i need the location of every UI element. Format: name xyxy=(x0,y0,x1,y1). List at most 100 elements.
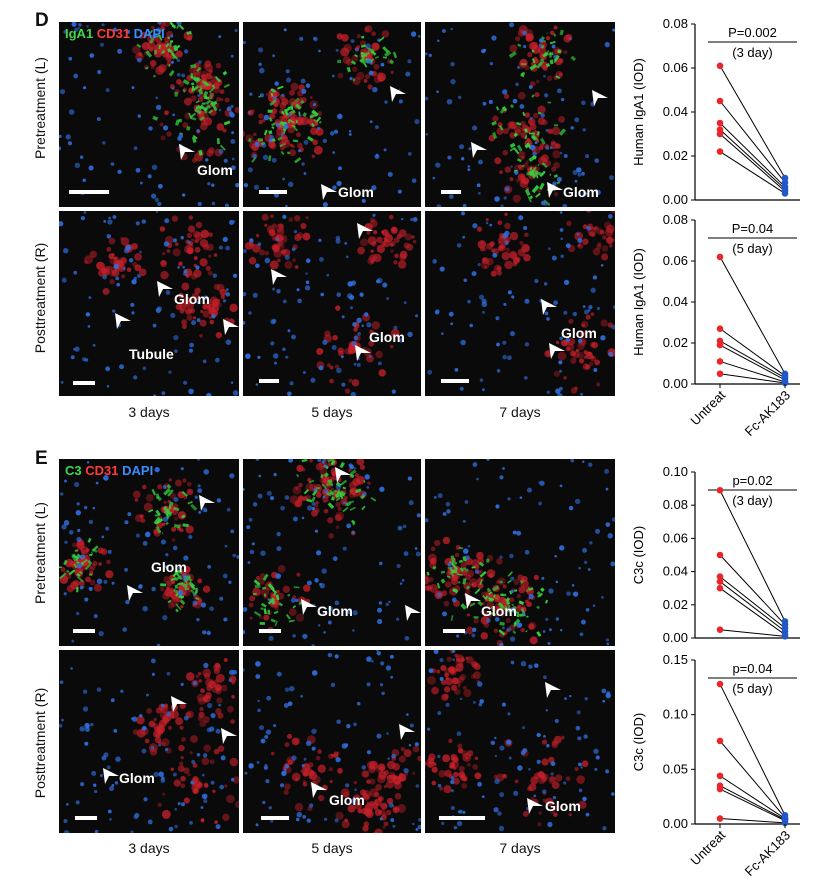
arrowhead-icon xyxy=(543,680,563,700)
pair-line xyxy=(720,134,785,191)
y-tick-label: 0.00 xyxy=(663,376,688,391)
scale-bar xyxy=(69,190,109,194)
arrowhead-icon xyxy=(269,267,289,287)
pair-line xyxy=(720,819,785,823)
arrowhead-icon xyxy=(397,722,417,742)
day-sub-label: (3 day) xyxy=(732,493,772,508)
stain-legend: C3 CD31 DAPI xyxy=(65,463,153,478)
y-tick-label: 0.05 xyxy=(663,761,688,776)
pair-line xyxy=(720,101,785,182)
y-axis-label: Human IgA1 (IOD) xyxy=(631,248,646,356)
glom-label: Glom xyxy=(563,184,599,200)
micrograph-d-pre-5day: Glom xyxy=(243,22,421,207)
pair-line xyxy=(720,66,785,178)
p-value-label: p=0.02 xyxy=(732,473,772,488)
y-axis-label: Human IgA1 (IOD) xyxy=(631,58,646,166)
arrowhead-icon xyxy=(403,603,421,623)
y-tick-label: 0.10 xyxy=(663,707,688,722)
glom-label: Glom xyxy=(561,325,597,341)
arrowhead-icon xyxy=(547,341,567,361)
micrograph-e-post-5day: Glom xyxy=(243,650,421,833)
stain-legend: IgA1 CD31 DAPI xyxy=(65,26,165,41)
scale-bar xyxy=(259,190,287,194)
pair-line xyxy=(720,789,785,821)
arrowhead-icon xyxy=(388,84,408,104)
y-tick-label: 0.00 xyxy=(663,816,688,831)
x-category-label: Fc-AK183 xyxy=(742,828,793,879)
y-tick-label: 0.08 xyxy=(663,16,688,31)
glom-label: Glom xyxy=(151,559,187,575)
scale-bar xyxy=(73,629,95,633)
arrowhead-icon xyxy=(309,780,329,800)
untreat-point xyxy=(717,325,724,332)
y-tick-label: 0.08 xyxy=(663,497,688,512)
y-tick-label: 0.06 xyxy=(663,253,688,268)
arrowhead-icon xyxy=(469,140,489,160)
y-tick-label: 0.06 xyxy=(663,530,688,545)
scale-bar xyxy=(259,629,281,633)
arrowhead-icon xyxy=(113,311,133,331)
pair-line xyxy=(720,582,785,632)
day-label-5: 5 days xyxy=(243,404,421,420)
y-tick-label: 0.04 xyxy=(663,104,688,119)
y-tick-label: 0.04 xyxy=(663,294,688,309)
pair-line xyxy=(720,630,785,637)
arrowhead-icon xyxy=(197,493,217,513)
day-sub-label: (3 day) xyxy=(732,45,772,60)
day-sub-label: (5 day) xyxy=(732,241,772,256)
arrowhead-icon xyxy=(333,465,353,485)
arrowhead-icon xyxy=(169,694,189,714)
pair-line xyxy=(720,741,785,818)
arrowhead-icon xyxy=(319,182,339,202)
day-label-5: 5 days xyxy=(243,840,421,856)
p-value-label: p=0.04 xyxy=(732,661,772,676)
pair-line xyxy=(720,341,785,378)
untreat-point xyxy=(717,370,724,377)
arrowhead-icon xyxy=(525,796,545,816)
day-label-7: 7 days xyxy=(425,840,615,856)
arrowhead-icon xyxy=(539,297,559,317)
untreat-point xyxy=(717,254,724,261)
arrowhead-icon xyxy=(545,180,565,200)
row-label-posttreatment: Posttreatment (R) xyxy=(32,683,48,803)
untreat-point xyxy=(717,585,724,592)
day-label-3: 3 days xyxy=(59,404,239,420)
glom-label: Glom xyxy=(174,291,210,307)
y-axis-label: C3c (IOD) xyxy=(631,526,646,585)
day-label-7: 7 days xyxy=(425,404,615,420)
row-label-pretreatment: Pretreatment (L) xyxy=(32,493,48,613)
p-value-label: P=0.002 xyxy=(728,25,777,40)
treated-point xyxy=(782,633,789,640)
pair-line xyxy=(720,152,785,194)
scale-bar xyxy=(75,816,97,820)
y-axis-label: C3c (IOD) xyxy=(631,713,646,772)
glom-label: Glom xyxy=(329,792,365,808)
y-tick-label: 0.02 xyxy=(663,148,688,163)
untreat-point xyxy=(717,738,724,745)
glom-label: Glom xyxy=(545,798,581,814)
micrograph-e-post-3day: Glom xyxy=(59,650,239,833)
row-label-posttreatment: Posttreatment (R) xyxy=(32,238,48,358)
scale-bar xyxy=(439,816,485,820)
day-sub-label: (5 day) xyxy=(732,681,772,696)
glom-label: Glom xyxy=(317,603,353,619)
untreat-point xyxy=(717,626,724,633)
pair-line xyxy=(720,361,785,382)
arrowhead-icon xyxy=(355,221,375,241)
glom-label: Glom xyxy=(481,603,517,619)
y-tick-label: 0.08 xyxy=(663,212,688,227)
scale-bar xyxy=(441,379,469,383)
pair-line xyxy=(720,329,785,376)
untreat-point xyxy=(717,487,724,494)
untreat-point xyxy=(717,148,724,155)
pair-line xyxy=(720,776,785,819)
arrowhead-icon xyxy=(221,317,239,337)
arrowhead-icon xyxy=(155,279,175,299)
micrograph-d-post-3day: Glom Tubule xyxy=(59,211,239,396)
panel-d-letter: D xyxy=(35,10,49,32)
untreat-point xyxy=(717,773,724,780)
